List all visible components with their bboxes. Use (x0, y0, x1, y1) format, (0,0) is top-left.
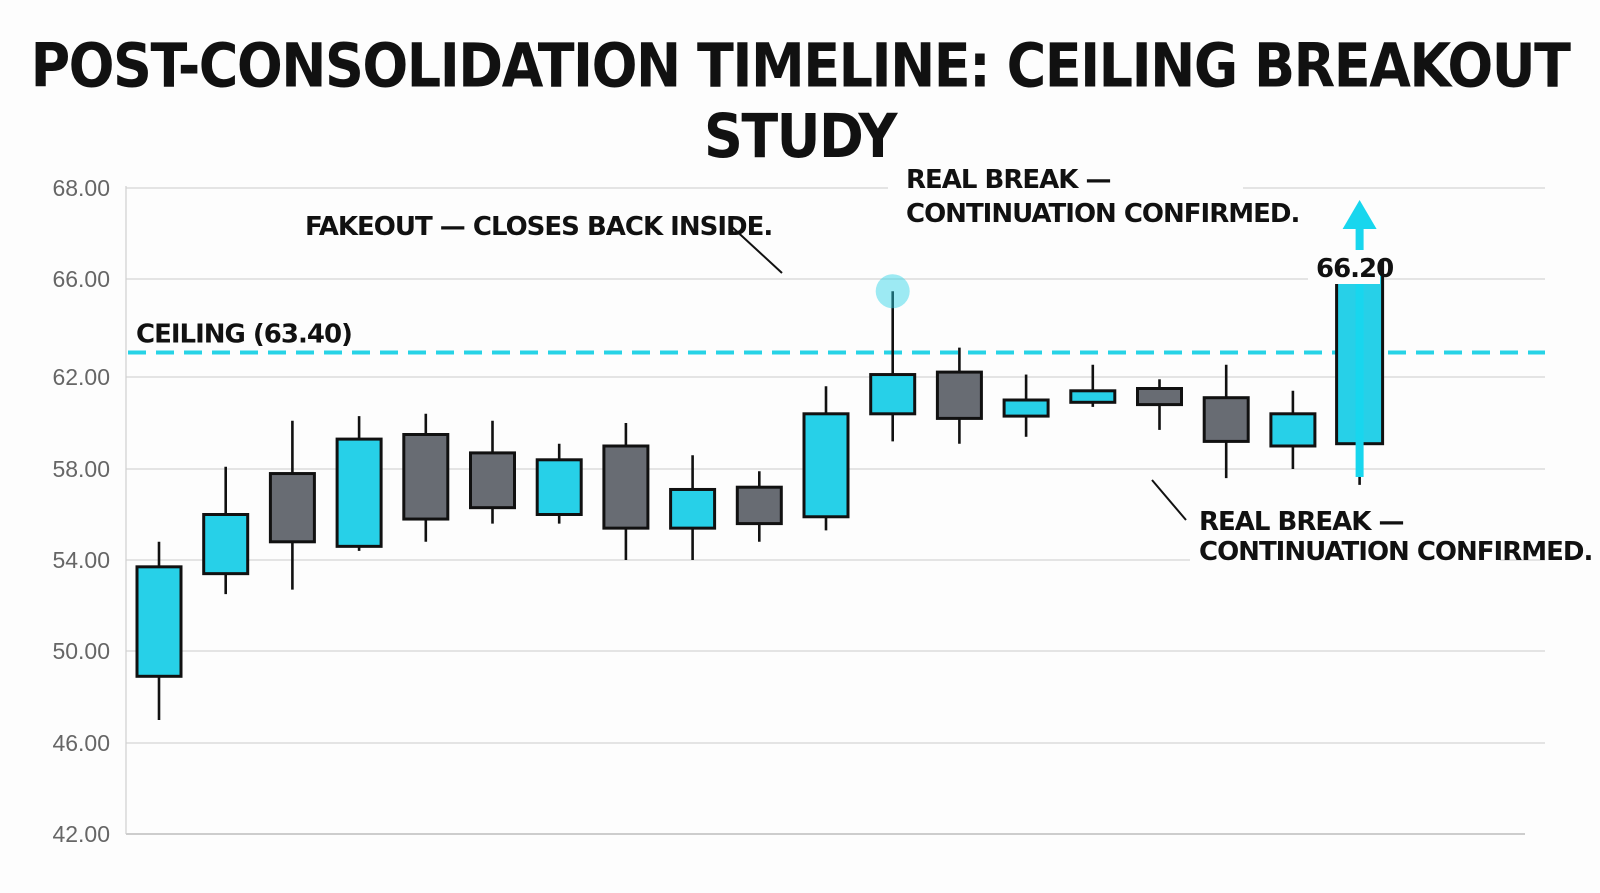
real-break-leader-line (1151, 479, 1187, 521)
candle (1002, 374, 1050, 437)
ceiling-label: CEILING (63.40) (136, 320, 352, 350)
candle (735, 471, 783, 542)
candle (335, 416, 383, 551)
real-break-annotation-bottom-line2: CONTINUATION CONFIRMED. (1199, 537, 1592, 567)
bullish-candle-body (135, 565, 183, 678)
y-tick-label: 62.00 (52, 364, 110, 390)
annotation-backing (1190, 503, 1500, 569)
candle (268, 420, 316, 590)
bullish-candle-body (1269, 412, 1317, 448)
bearish-candle-body (935, 370, 983, 420)
y-axis-tick-labels: 42.00 46.00 50.00 54.00 58.00 62.00 66.00 68.00 (52, 175, 110, 847)
y-tick-label: 46.00 (52, 730, 110, 756)
annotations: FAKEOUT — CLOSES BACK INSIDE. REAL BREAK … (305, 154, 1593, 569)
annotation-backing (1308, 250, 1380, 284)
breakout-price-label: 66.20 (1316, 254, 1393, 284)
bearish-candle-body (402, 433, 450, 521)
fakeout-annotation: FAKEOUT — CLOSES BACK INSIDE. (305, 212, 772, 242)
bearish-candle-body (1136, 387, 1183, 407)
y-tick-label: 58.00 (52, 456, 110, 482)
annotation-backing (888, 154, 1243, 230)
bearish-candle-body (268, 472, 316, 544)
bullish-candle-body (1069, 389, 1117, 404)
bearish-candle-body (469, 451, 516, 510)
bullish-candle-body (1002, 398, 1050, 418)
candle (1136, 379, 1183, 430)
bullish-candle-body (669, 487, 717, 530)
candle (602, 423, 650, 560)
candle (802, 386, 850, 531)
y-tick-label: 68.00 (52, 175, 110, 201)
candle (135, 541, 183, 720)
ceiling-line-group: CEILING (63.40) (128, 320, 1545, 355)
real-break-annotation-bottom-line1: REAL BREAK — (1199, 507, 1403, 537)
candle (1269, 390, 1317, 469)
bullish-candle-body (869, 373, 917, 416)
bullish-candle-body (202, 513, 250, 576)
bearish-candle-body (735, 485, 783, 526)
candle (1069, 364, 1117, 407)
fakeout-leader-line (730, 225, 783, 274)
candle (535, 443, 583, 524)
candle (469, 420, 516, 524)
bearish-candle-body (602, 444, 650, 530)
bullish-candle-body (335, 437, 383, 548)
bullish-candle-body (802, 412, 850, 519)
candle (1202, 364, 1250, 479)
candle (202, 466, 250, 595)
chart-title: POST-CONSOLIDATION TIMELINE: CEILING BRE… (30, 30, 1571, 172)
candle (402, 413, 450, 542)
real-break-annotation-top-line1: REAL BREAK — (906, 165, 1110, 195)
candle (669, 455, 717, 560)
real-break-annotation-top-line2: CONTINUATION CONFIRMED. (906, 199, 1299, 229)
fakeout-highlight-circle (875, 274, 910, 309)
y-tick-label: 54.00 (52, 547, 110, 573)
y-tick-label: 66.00 (52, 266, 110, 292)
bullish-candle-body (535, 458, 583, 516)
y-tick-label: 50.00 (52, 638, 110, 664)
candle (869, 291, 917, 442)
y-tick-label: 42.00 (52, 821, 110, 847)
breakout-arrowhead-icon (1342, 200, 1377, 229)
candle (935, 347, 983, 444)
bearish-candle-body (1202, 396, 1250, 443)
